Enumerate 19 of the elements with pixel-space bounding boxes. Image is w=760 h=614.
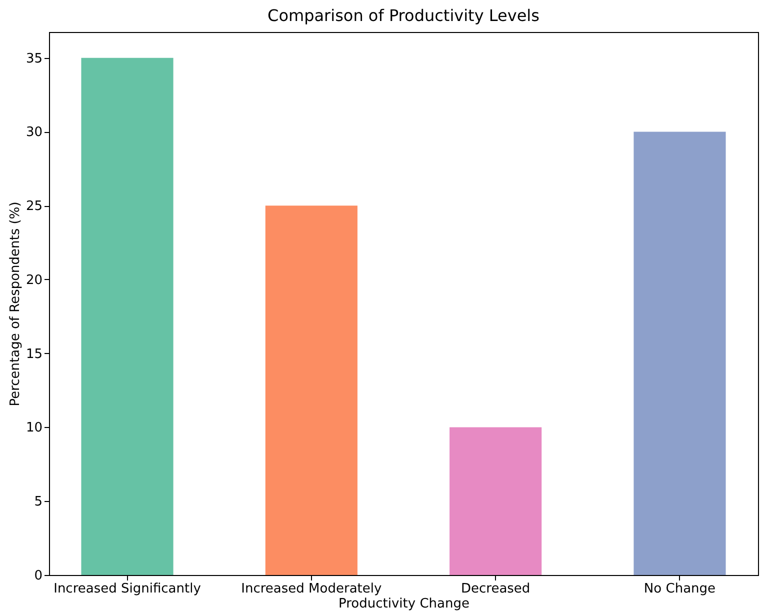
bar (450, 427, 542, 575)
y-tick-label: 0 (34, 568, 42, 584)
y-axis-title: Percentage of Respondents (%) (8, 202, 23, 406)
x-tick-label: Increased Significantly (54, 582, 202, 596)
bar (81, 58, 174, 575)
y-tick-label: 5 (34, 494, 42, 510)
y-tick-label: 35 (26, 51, 42, 66)
y-tick-label: 20 (26, 272, 42, 288)
x-tick-label: Decreased (460, 582, 530, 596)
bar (265, 206, 358, 575)
x-tick-label: Increased Moderately (241, 582, 382, 596)
x-axis-title: Productivity Change (338, 596, 470, 612)
y-tick-label: 10 (26, 420, 42, 436)
y-tick-label: 25 (26, 199, 42, 214)
bar (634, 132, 726, 575)
y-tick-label: 30 (26, 125, 42, 140)
chart-title: Comparison of Productivity Levels (268, 6, 540, 25)
y-tick-label: 15 (26, 346, 42, 362)
x-tick-label: No Change (644, 582, 716, 596)
